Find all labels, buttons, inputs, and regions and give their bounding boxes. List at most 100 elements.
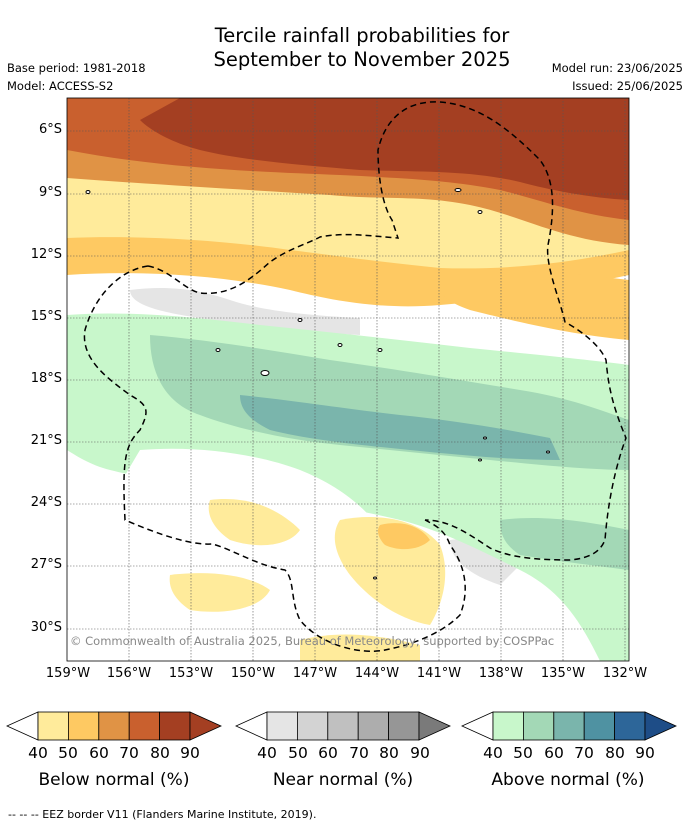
patch-above-southeast: [500, 518, 629, 570]
eez-footnote: -- -- -- EEZ border V11 (Flanders Marine…: [8, 808, 317, 821]
meta-left: Base period: 1981-2018 Model: ACCESS-S2: [7, 59, 146, 95]
base-period: Base period: 1981-2018: [7, 61, 146, 75]
patch-below-south-5: [300, 634, 420, 661]
issued-date: Issued: 25/06/2025: [572, 79, 683, 93]
title-line-2: September to November 2025: [213, 48, 511, 71]
island-12: [373, 576, 377, 580]
lat-label-0: 6°S: [38, 122, 62, 137]
island-8: [377, 348, 383, 352]
islands: [85, 188, 550, 580]
lat-label-4: 18°S: [30, 371, 62, 386]
lat-label-8: 30°S: [30, 620, 62, 635]
legend-above-swatch-3: [583, 711, 616, 741]
lat-label-6: 24°S: [30, 495, 62, 510]
band-below-80: [140, 98, 629, 200]
model-name: Model: ACCESS-S2: [7, 79, 114, 93]
patch-below-south-3: [377, 523, 430, 550]
legend-below-swatch-3: [128, 711, 160, 741]
legend-below-tick-80: 80: [150, 744, 170, 762]
island-2: [454, 188, 462, 192]
legend-below-low-arrow: [6, 711, 39, 741]
lat-label-3: 15°S: [30, 309, 62, 324]
legend-above-swatch-4: [614, 711, 646, 741]
lon-label-7: 138°W: [478, 666, 524, 681]
island-3: [477, 210, 483, 214]
lon-label-2: 153°W: [168, 666, 214, 681]
map-gridlines: [67, 98, 629, 661]
legend-below-tick-70: 70: [119, 744, 139, 762]
legend-near-tick-60: 60: [318, 744, 338, 762]
legend-below-tick-40: 40: [28, 744, 48, 762]
eez-border-west: [83, 265, 466, 652]
legend-below-swatch-0: [37, 711, 69, 741]
island-4: [297, 318, 303, 322]
legend-above-tick-60: 60: [544, 744, 564, 762]
legend-above-swatch-1: [523, 711, 555, 741]
legend-above-swatch-2: [553, 711, 585, 741]
legend-below-swatch-4: [159, 711, 191, 741]
map-frame: [66, 97, 630, 662]
lon-label-8: 135°W: [540, 666, 586, 681]
legend-near-low-arrow: [235, 711, 268, 741]
lon-label-9: 132°W: [602, 666, 648, 681]
legend-below-tick-60: 60: [89, 744, 109, 762]
island-1: [85, 190, 91, 194]
legend-near-tick-80: 80: [379, 744, 399, 762]
legend-above-tick-50: 50: [513, 744, 533, 762]
legend-near-tick-40: 40: [257, 744, 277, 762]
lon-label-4: 147°W: [292, 666, 338, 681]
legend-colorbars: [6, 711, 677, 741]
lat-label-7: 27°S: [30, 557, 62, 572]
island-6: [260, 370, 270, 376]
legend-below-swatch-2: [98, 711, 130, 741]
island-7: [215, 348, 221, 352]
lon-label-1: 156°W: [106, 666, 152, 681]
legend-above-low-arrow: [461, 711, 494, 741]
meta-right: Model run: 23/06/2025 Issued: 25/06/2025: [552, 59, 683, 95]
lon-label-6: 141°W: [416, 666, 462, 681]
patch-near-1: [130, 288, 360, 335]
model-run: Model run: 23/06/2025: [551, 61, 683, 75]
legend-near-swatch-0: [266, 711, 298, 741]
lon-label-0: 159°W: [45, 666, 91, 681]
patch-below-southeast: [436, 269, 629, 340]
island-5: [337, 343, 343, 347]
legend-above-high-arrow: [644, 711, 677, 741]
copyright-notice: © Commonwealth of Australia 2025, Bureau…: [70, 634, 555, 648]
island-11: [546, 450, 550, 454]
legend-below-tick-50: 50: [58, 744, 78, 762]
legend-near-swatch-4: [388, 711, 420, 741]
legend-above-tick-80: 80: [605, 744, 625, 762]
lat-label-1: 9°S: [38, 185, 62, 200]
lat-label-2: 12°S: [30, 247, 62, 262]
patch-white-south-centre: [67, 448, 440, 661]
lon-label-3: 150°W: [230, 666, 276, 681]
map-title: Tercile rainfall probabilities for Septe…: [150, 24, 574, 72]
legend-below-tick-90: 90: [180, 744, 200, 762]
legend-below-swatch-1: [68, 711, 100, 741]
lat-label-5: 21°S: [30, 433, 62, 448]
legend-near-swatch-1: [296, 711, 329, 741]
patch-near-4: [450, 538, 520, 585]
patch-below-south-4: [169, 573, 270, 612]
eez-borders: [83, 101, 627, 652]
legend-near-tick-50: 50: [288, 744, 308, 762]
title-line-1: Tercile rainfall probabilities for: [214, 24, 510, 47]
legend-above-title: Above normal (%): [491, 770, 645, 790]
legend-near-high-arrow: [418, 711, 451, 741]
legend-near-swatch-2: [327, 711, 359, 741]
legend-near-tick-70: 70: [349, 744, 369, 762]
legend-above-tick-70: 70: [574, 744, 594, 762]
patch-below-south-1: [208, 499, 300, 546]
legend-near-swatch-3: [357, 711, 390, 741]
island-9: [483, 436, 487, 440]
band-above-70: [240, 395, 560, 460]
legend-below-high-arrow: [189, 711, 222, 741]
lon-label-5: 144°W: [354, 666, 400, 681]
legend-above-tick-40: 40: [483, 744, 503, 762]
legend-above-tick-90: 90: [635, 744, 655, 762]
legend-below-title: Below normal (%): [38, 770, 190, 790]
legend-above-swatch-0: [492, 711, 524, 741]
legend-near-title: Near normal (%): [272, 770, 414, 790]
